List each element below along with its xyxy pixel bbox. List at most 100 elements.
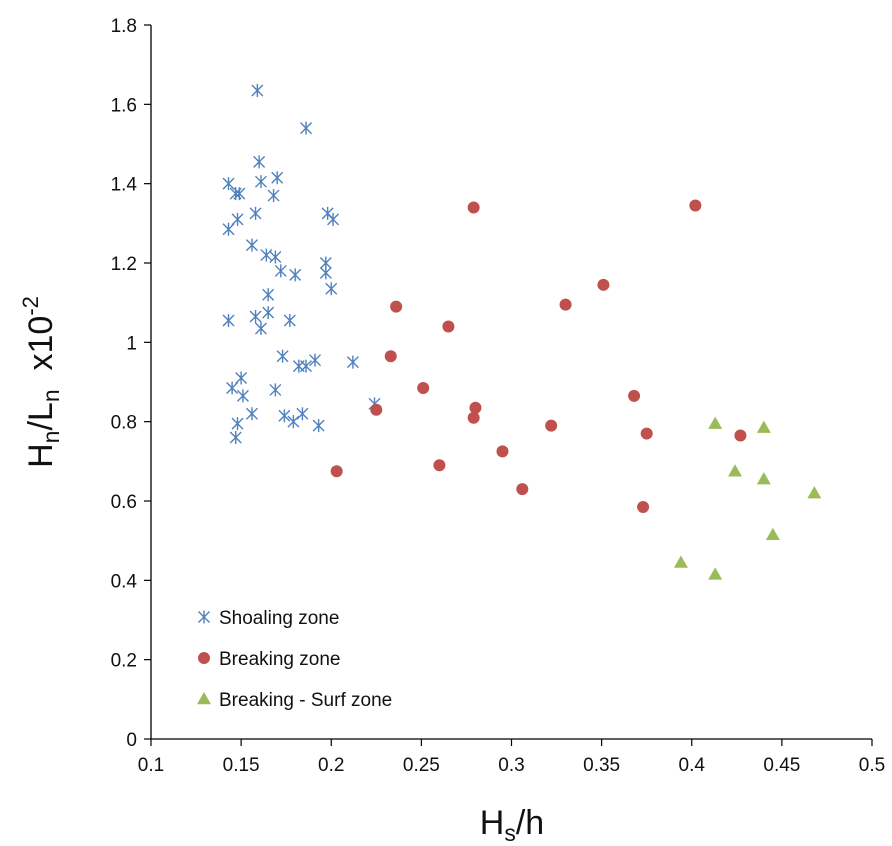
data-point xyxy=(467,201,480,214)
x-tick-label: 0.1 xyxy=(138,755,164,776)
data-point xyxy=(254,175,267,189)
data-point xyxy=(229,431,242,445)
data-point xyxy=(734,429,747,442)
data-point xyxy=(390,300,403,313)
data-point xyxy=(249,310,262,324)
data-point xyxy=(267,189,280,203)
data-point xyxy=(233,187,246,201)
series-breaking-zone xyxy=(330,199,747,513)
series-shoaling-zone xyxy=(222,83,381,445)
data-point xyxy=(433,459,446,472)
data-point xyxy=(708,416,723,429)
data-point xyxy=(384,350,397,363)
x-tick-label: 0.4 xyxy=(679,755,706,776)
data-point xyxy=(309,353,322,367)
legend-marker xyxy=(197,692,211,705)
axes: 0 0.2 0.4 0.6 0.8 1 1.2 1.4 1.6 1.8 0.1 0.15 0.2 0.25… xyxy=(111,16,886,776)
data-point xyxy=(292,359,305,373)
data-point xyxy=(245,238,258,252)
data-point xyxy=(628,389,641,402)
data-point xyxy=(271,171,284,185)
data-point xyxy=(689,199,702,212)
y-tick-label: 0.4 xyxy=(111,571,138,592)
data-point xyxy=(708,567,723,580)
data-point xyxy=(251,83,264,97)
y-tick-label: 1.4 xyxy=(111,175,138,196)
data-point xyxy=(300,359,313,373)
x-tick-label: 0.2 xyxy=(318,755,344,776)
legend-label: Shoaling zone xyxy=(219,608,339,629)
data-point xyxy=(245,407,258,421)
data-point xyxy=(283,314,296,328)
data-point xyxy=(370,403,383,416)
data-point xyxy=(807,486,822,499)
data-point xyxy=(269,250,282,264)
data-point xyxy=(222,314,235,328)
data-point xyxy=(276,349,289,363)
x-tick-label: 0.3 xyxy=(498,755,524,776)
data-point xyxy=(417,381,430,394)
x-tick-label: 0.25 xyxy=(403,755,440,776)
data-point xyxy=(442,320,455,333)
data-point xyxy=(312,419,325,433)
y-tick-label: 1.6 xyxy=(111,95,137,116)
series-breaking-surf-zone xyxy=(673,416,822,580)
data-point xyxy=(254,321,267,335)
legend-label: Breaking zone xyxy=(219,649,340,670)
data-point xyxy=(756,472,771,485)
x-tick-label: 0.5 xyxy=(859,755,885,776)
y-tick-label: 0.2 xyxy=(111,651,137,672)
data-point xyxy=(236,389,249,403)
legend-label: Breaking - Surf zone xyxy=(219,690,392,711)
x-tick-label: 0.15 xyxy=(223,755,260,776)
data-points xyxy=(222,83,822,580)
legend-item: Breaking zone xyxy=(198,649,340,670)
legend-marker xyxy=(198,610,210,624)
data-point xyxy=(559,298,572,311)
data-point xyxy=(278,409,291,423)
y-tick-label: 1 xyxy=(126,333,137,354)
data-point xyxy=(235,371,248,385)
data-point xyxy=(287,415,300,429)
y-tick-label: 1.2 xyxy=(111,254,137,275)
x-tick-label: 0.35 xyxy=(583,755,620,776)
data-point xyxy=(765,527,780,540)
data-point xyxy=(231,417,244,431)
data-point xyxy=(469,401,482,414)
data-point xyxy=(262,306,275,320)
data-point xyxy=(262,288,275,302)
y-tick-label: 1.8 xyxy=(111,16,137,37)
data-point xyxy=(545,419,558,432)
data-point xyxy=(231,212,244,226)
y-tick-label: 0 xyxy=(126,730,137,751)
data-point xyxy=(640,427,653,440)
data-point xyxy=(222,222,235,236)
data-point xyxy=(346,355,359,369)
legend: Shoaling zone Breaking zone Breaking - Sur… xyxy=(197,608,392,711)
data-point xyxy=(673,555,688,568)
data-point xyxy=(319,266,332,280)
legend-marker xyxy=(198,652,210,664)
data-point xyxy=(249,206,262,220)
data-point xyxy=(300,121,313,135)
data-point xyxy=(325,282,338,296)
data-point xyxy=(269,383,282,397)
data-point xyxy=(496,445,509,458)
y-axis-title: Hn/Ln x10-2 xyxy=(18,296,64,468)
data-point xyxy=(274,264,287,278)
data-point xyxy=(289,268,302,282)
legend-item: Shoaling zone xyxy=(198,608,339,629)
y-tick-label: 0.6 xyxy=(111,492,137,513)
data-point xyxy=(597,278,610,291)
data-point xyxy=(330,465,343,478)
data-point xyxy=(226,381,239,395)
data-point xyxy=(222,177,235,191)
legend-item: Breaking - Surf zone xyxy=(197,690,392,711)
y-tick-label: 0.8 xyxy=(111,413,137,434)
x-axis-title: Hs/h xyxy=(480,804,544,841)
data-point xyxy=(637,500,650,513)
data-point xyxy=(327,212,340,226)
data-point xyxy=(253,155,266,169)
